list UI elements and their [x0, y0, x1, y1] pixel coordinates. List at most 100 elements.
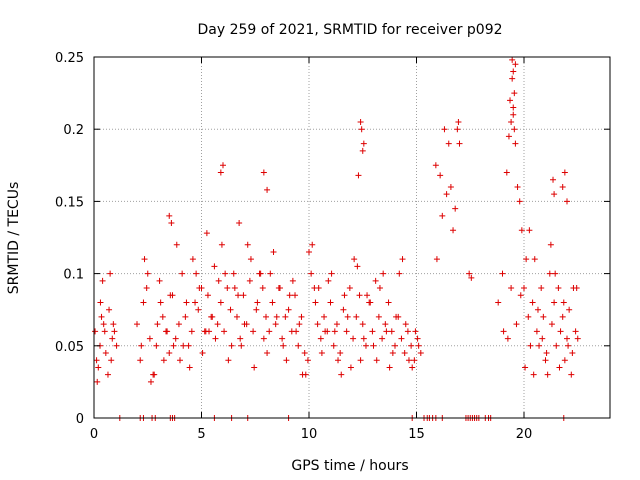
- data-point: [542, 357, 549, 364]
- data-point: [224, 285, 231, 292]
- data-point: [564, 335, 570, 342]
- data-point: [251, 364, 258, 371]
- y-tick-label: 0.15: [55, 195, 84, 210]
- data-point: [505, 133, 512, 140]
- data-point: [254, 299, 261, 306]
- data-point: [572, 328, 579, 335]
- data-point: [106, 306, 113, 313]
- y-tick-label: 0.25: [55, 51, 84, 66]
- data-point: [357, 357, 364, 364]
- data-point: [304, 357, 311, 364]
- data-point: [264, 350, 271, 357]
- data-point: [111, 328, 118, 335]
- data-point: [221, 328, 228, 335]
- data-point: [388, 328, 395, 335]
- data-point: [370, 342, 377, 349]
- data-point: [445, 140, 452, 147]
- data-point: [556, 364, 563, 371]
- data-point: [97, 299, 104, 306]
- data-point: [517, 292, 524, 299]
- data-point: [244, 241, 251, 248]
- data-point: [553, 342, 560, 349]
- data-point: [523, 256, 530, 263]
- data-point: [151, 371, 158, 378]
- data-point: [439, 212, 446, 219]
- data-point: [192, 299, 199, 306]
- data-point: [264, 186, 271, 193]
- data-point: [530, 371, 537, 378]
- data-point: [511, 90, 518, 97]
- data-point: [217, 299, 224, 306]
- data-point: [522, 364, 529, 371]
- data-point: [280, 342, 287, 349]
- data-point: [298, 313, 305, 320]
- data-point: [521, 285, 527, 292]
- data-point: [199, 350, 206, 357]
- data-point: [315, 285, 322, 292]
- data-point: [94, 378, 101, 385]
- data-point: [154, 321, 161, 328]
- x-axis-label: GPS time / hours: [291, 458, 408, 474]
- data-point: [408, 342, 415, 349]
- data-point: [206, 328, 213, 335]
- chart-title: Day 259 of 2021, SRMTID for receiver p09…: [197, 22, 502, 38]
- x-tick-label: 15: [408, 427, 425, 442]
- data-point: [443, 191, 450, 198]
- data-point: [386, 364, 393, 371]
- data-point: [456, 140, 463, 147]
- data-point: [548, 321, 555, 328]
- data-point: [344, 313, 351, 320]
- data-point: [561, 357, 568, 364]
- data-point: [146, 335, 153, 342]
- data-point: [296, 321, 303, 328]
- data-point: [301, 350, 308, 357]
- data-point: [157, 299, 164, 306]
- data-point: [101, 328, 108, 335]
- data-point: [257, 270, 264, 277]
- data-point: [188, 328, 195, 335]
- data-point: [546, 270, 553, 277]
- data-point: [401, 350, 408, 357]
- data-point: [204, 292, 211, 299]
- data-point: [454, 126, 461, 133]
- data-point: [539, 335, 546, 342]
- data-point: [509, 75, 516, 82]
- data-point: [360, 335, 367, 342]
- data-point: [500, 328, 507, 335]
- data-point: [233, 313, 240, 320]
- data-point: [525, 313, 532, 320]
- data-point: [516, 198, 523, 205]
- grid: [94, 57, 610, 418]
- data-point: [107, 270, 114, 277]
- plot-frame: [93, 56, 611, 419]
- data-point: [140, 299, 147, 306]
- data-point: [180, 342, 187, 349]
- data-point: [267, 270, 274, 277]
- data-point: [359, 321, 366, 328]
- data-point: [100, 321, 107, 328]
- data-point: [551, 299, 558, 306]
- data-point: [369, 328, 376, 335]
- data-point: [259, 285, 266, 292]
- data-point: [367, 299, 374, 306]
- data-point: [536, 342, 543, 349]
- data-point: [137, 357, 144, 364]
- data-point: [321, 313, 328, 320]
- data-point: [295, 342, 302, 349]
- data-point: [302, 371, 309, 378]
- data-point: [246, 277, 253, 284]
- data-point: [228, 342, 235, 349]
- data-point: [325, 277, 332, 284]
- data-point: [529, 299, 536, 306]
- data-point: [503, 169, 510, 176]
- data-point: [568, 371, 575, 378]
- data-point: [341, 292, 348, 299]
- data-point: [373, 357, 380, 364]
- data-point: [357, 118, 364, 125]
- data-point: [392, 342, 398, 349]
- data-point: [509, 56, 516, 63]
- x-tick-label: 20: [516, 427, 533, 442]
- data-point: [531, 256, 538, 263]
- data-point: [355, 172, 362, 179]
- data-point: [260, 335, 267, 342]
